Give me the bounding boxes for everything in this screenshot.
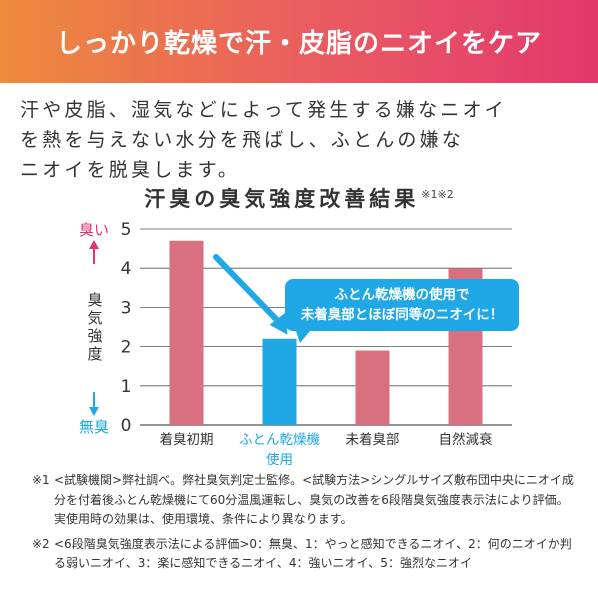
bar — [355, 350, 390, 425]
callout-tail — [296, 331, 310, 343]
footnote-mark: ※1 — [32, 473, 50, 487]
callout-arrow-head-icon — [269, 312, 288, 335]
footnote-text: <6段階臭気強度表示法による評価>0：無臭、1：やっと感知できるニオイ、2：何の… — [54, 536, 572, 571]
y-tick-label: 1 — [121, 377, 132, 397]
callout-box — [285, 279, 519, 331]
footnote-text: <試験機関>弊社調べ。弊社臭気判定士監修。<試験方法>シングルサイズ敷布団中央に… — [54, 473, 574, 526]
banner-title: しっかり乾燥で汗・皮脂のニオイをケア — [55, 29, 542, 59]
bar — [262, 338, 297, 425]
footnotes: ※1 <試験機関>弊社調べ。弊社臭気判定士監修。<試験方法>シングルサイズ敷布団… — [32, 471, 578, 579]
x-tick-label: ふとん乾燥機使用 — [239, 432, 320, 468]
lead-line: ニオイを脱臭します。 — [20, 159, 241, 181]
y-tick-label: 2 — [121, 338, 132, 358]
lead-line: を熱を与えない水分を飛ばし、ふとんの嫌な — [20, 129, 465, 151]
footnote-mark: ※2 — [32, 536, 50, 551]
down-arrow-head-icon — [89, 407, 99, 416]
header-banner: しっかり乾燥で汗・皮脂のニオイをケア — [0, 0, 598, 83]
chart-heading: 汗臭の臭気強度改善結果 ※1※2 — [0, 183, 598, 217]
up-arrow-head-icon — [89, 240, 99, 249]
lead-line: 汗や皮脂、湿気などによって発生する嫌なニオイ — [20, 99, 507, 121]
footnote: ※1 <試験機関>弊社調べ。弊社臭気判定士監修。<試験方法>シングルサイズ敷布団… — [32, 471, 578, 530]
callout-arrow-icon — [213, 254, 285, 328]
y-tick-label: 5 — [121, 220, 132, 240]
x-tick-label: 着臭初期 — [160, 431, 214, 448]
lead-text: 汗や皮脂、湿気などによって発生する嫌なニオイ を熱を与えない水分を飛ばし、ふとん… — [20, 95, 580, 185]
y-axis-label: 臭気強度 — [86, 292, 104, 364]
footnote: ※2 <6段階臭気強度表示法による評価>0：無臭、1：やっと感知できるニオイ、2… — [32, 535, 578, 574]
bar — [169, 240, 204, 425]
x-tick-label: 未着臭部 — [346, 431, 400, 448]
x-tick-label: 自然減衰 — [439, 431, 493, 448]
chart-title: 汗臭の臭気強度改善結果 — [144, 187, 420, 211]
y-tick-label: 3 — [121, 298, 132, 318]
y-tick-label: 4 — [121, 259, 132, 279]
y-top-label: 臭い — [79, 221, 109, 239]
chart-title-note: ※1※2 — [421, 188, 454, 201]
y-bottom-label: 無臭 — [79, 418, 109, 436]
y-tick-label: 0 — [121, 416, 132, 436]
callout-text: ふとん乾燥機の使用で未着臭部とほぼ同等のニオイに！ — [301, 286, 504, 323]
